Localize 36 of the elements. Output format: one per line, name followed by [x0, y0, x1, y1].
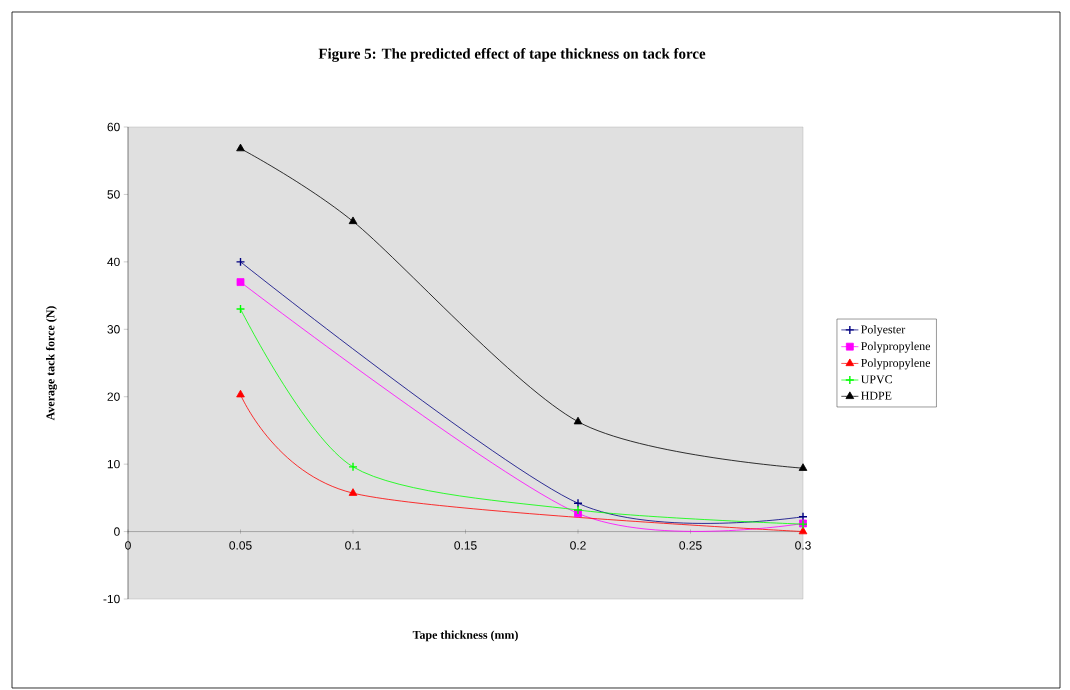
x-tick-label: 0.15 [454, 541, 477, 550]
y-axis-title: Average tack force (N) [45, 306, 57, 421]
y-tick-label: 20 [107, 392, 120, 401]
y-tick-label: 30 [107, 325, 120, 334]
point [573, 416, 583, 425]
y-tick-label: -10 [103, 594, 120, 604]
point [235, 257, 246, 267]
x-axis-title: Tape thickness (mm) [412, 630, 518, 642]
point [235, 304, 246, 314]
point [236, 143, 245, 152]
point [798, 463, 808, 471]
legend-label: Polyester [861, 325, 906, 336]
legend-label: Polypropylene [861, 341, 931, 353]
x-tick-label: 0.1 [345, 541, 361, 550]
point [236, 278, 245, 286]
x-tick-label: 0.2 [570, 541, 586, 550]
x-tick-label: 0 [125, 541, 131, 550]
legend-label: HDPE [861, 391, 892, 400]
x-tick-label: 0.05 [229, 541, 252, 550]
x-tick-label: 0.25 [679, 541, 702, 550]
point [573, 498, 583, 508]
point [348, 216, 358, 225]
legend-label: Polypropylene [861, 358, 931, 370]
x-tick-label: 0.3 [795, 541, 811, 550]
point [236, 389, 245, 398]
point [798, 526, 808, 535]
y-tick-label: 60 [107, 122, 120, 132]
point [573, 505, 583, 515]
point [348, 488, 358, 496]
y-tick-label: 50 [107, 190, 120, 199]
chart-title: Figure 5: The predicted effect of tape thickness on tack force [318, 48, 706, 62]
legend-label: UPVC [860, 375, 892, 384]
y-tick-label: 0 [114, 527, 120, 536]
y-tick-label: 40 [107, 257, 120, 267]
y-tick-label: 10 [107, 459, 120, 469]
point [348, 462, 358, 472]
